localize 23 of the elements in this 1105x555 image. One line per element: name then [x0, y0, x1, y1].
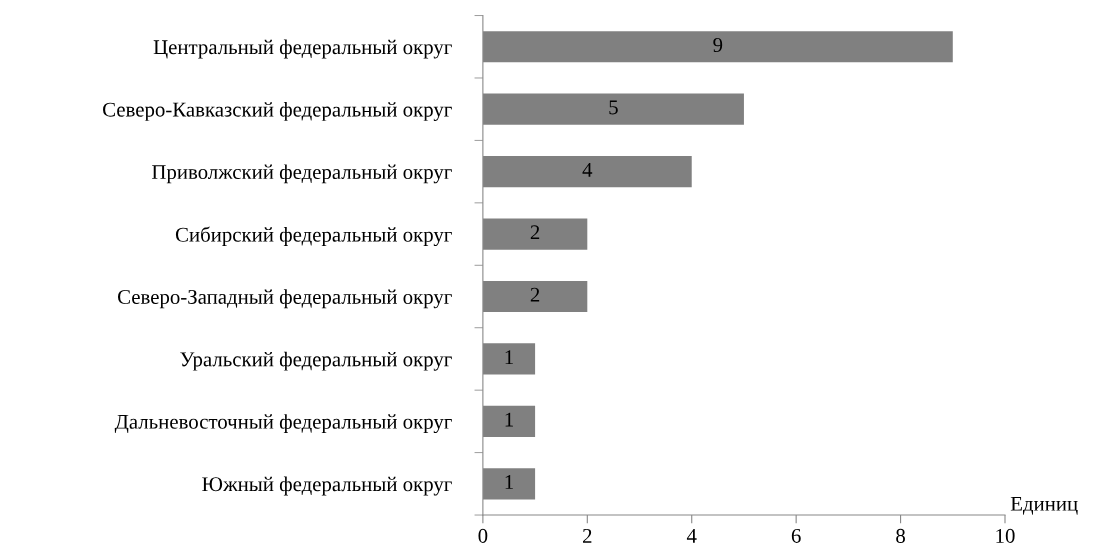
y-tick-label: Сибирский федеральный округ: [175, 226, 452, 247]
data-label: 4: [582, 162, 593, 177]
y-tick-label: Центральный федеральный округ: [153, 39, 452, 59]
y-tick-label: Северо-Западный федеральный округ: [117, 289, 452, 309]
data-label: 1: [505, 475, 513, 489]
x-tick-label: 0: [478, 528, 488, 543]
data-label: 2: [530, 225, 540, 240]
data-label: 9: [713, 37, 723, 52]
data-label: 1: [505, 412, 513, 427]
x-tick-label: 2: [583, 528, 592, 543]
data-label: 5: [609, 100, 618, 115]
y-tick-label: Южный федеральный округ: [202, 476, 452, 496]
data-label: 1: [505, 350, 513, 364]
x-tick-label: 8: [896, 528, 905, 543]
y-tick-label: Приволжский федеральный округ: [151, 164, 452, 184]
x-axis-title: Единиц: [1010, 496, 1078, 515]
data-label: 2: [530, 287, 540, 302]
x-tick-label: 10: [996, 528, 1015, 543]
x-tick-label: 6: [791, 528, 801, 543]
y-tick-label: Уральский федеральный округ: [180, 351, 452, 371]
x-tick-label: 4: [686, 528, 697, 543]
y-tick-label: Северо-Кавказский федеральный округ: [103, 101, 452, 121]
y-tick-label: Дальневосточный федеральный округ: [114, 414, 452, 434]
